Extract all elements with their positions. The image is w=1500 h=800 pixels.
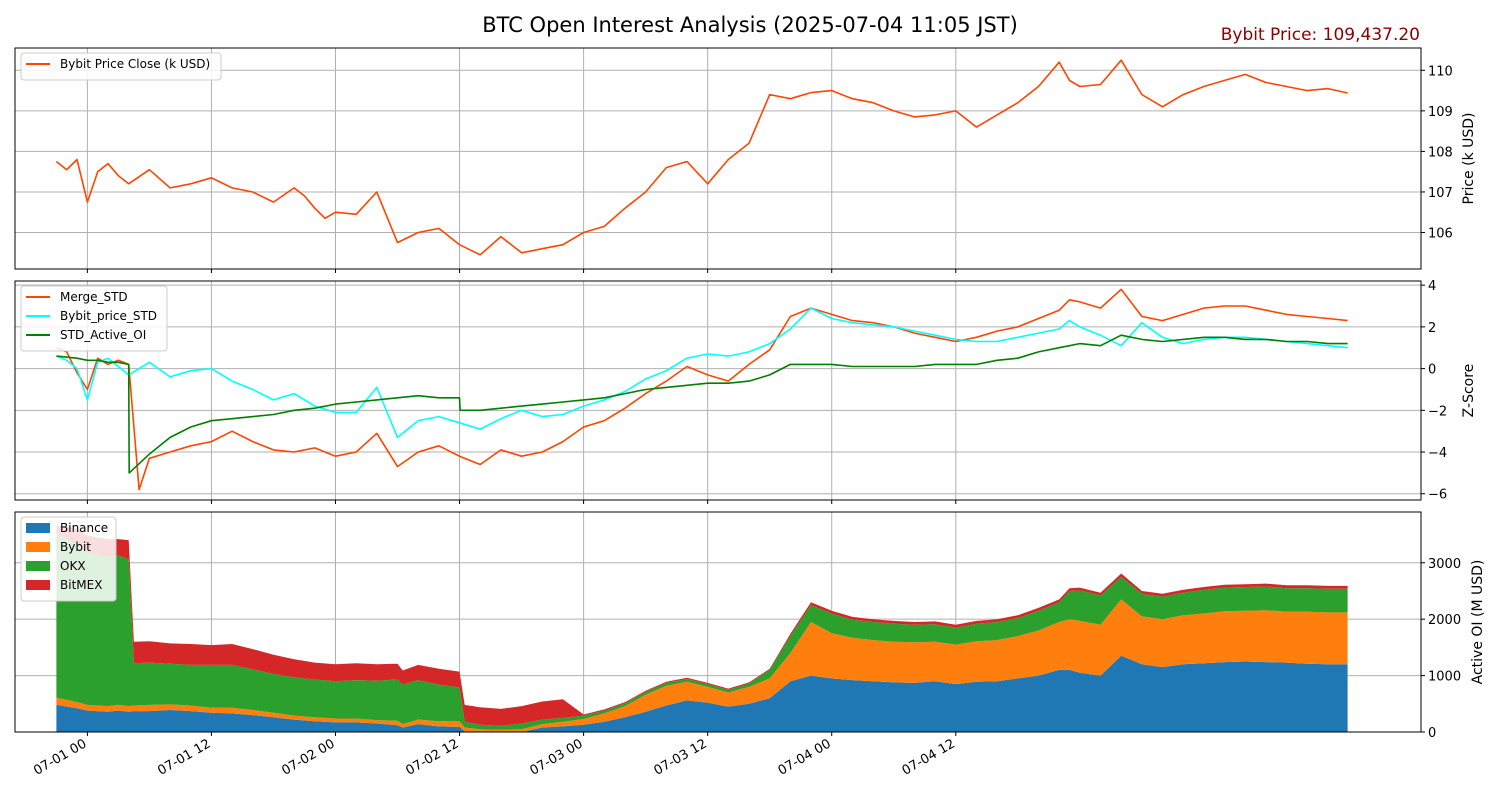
line-std-active-oi [56,334,1348,474]
legend-swatch [26,523,50,533]
x-tick-label: 07-04 00 [776,736,834,778]
y-tick-label: −4 [1428,446,1447,461]
y-tick-label: −6 [1428,488,1447,503]
y-axis-label: Price (k USD) [1461,113,1477,205]
y-tick-label: 4 [1428,279,1436,294]
grid [15,281,1421,500]
grid [15,48,1421,269]
panel-1: 106 107 108 109 110 Price (k USD) Bybit Price … [14,47,1477,273]
x-tick-label: 07-03 12 [652,736,710,778]
legend-label: Bybit Price Close (k USD) [60,57,210,71]
legend-label: OKX [60,559,86,573]
legend-label: Merge_STD [60,290,128,304]
y-tick-label: 2 [1428,321,1436,336]
x-axis-ticks: 07-01 00 07-01 12 07-02 00 07-02 12 07-03 00… [31,736,958,778]
x-tick-label: 07-03 00 [527,736,585,778]
y-tick-label: 108 [1428,145,1453,160]
y-axis-label: Active OI (M USD) [1470,560,1486,685]
area-binance [56,655,1348,732]
y-tick-label: 3000 [1428,557,1461,572]
line-merge-std [56,288,1348,491]
y-tick-label: 0 [1428,363,1436,378]
panel-3: 0 1000 2000 3000 Active OI (M USD) Binance Byb… [14,511,1486,741]
area-okx [56,534,1348,730]
plot-frame [14,47,1422,270]
legend: Bybit Price Close (k USD) [20,52,222,81]
x-tick-label: 07-04 12 [900,736,958,778]
y-axis-label: Z-Score [1461,364,1477,418]
legend-label: Bybit [60,540,91,554]
legend-swatch [26,561,50,571]
y-tick-label: 110 [1428,64,1453,79]
y-tick-label: 107 [1428,186,1453,201]
y-tick-label: 109 [1428,105,1453,120]
line-bybit-price-close-k-usd- [55,59,1348,256]
legend: Merge_STD Bybit_price_STD STD_Active_OI [20,285,168,352]
legend-label: Bybit_price_STD [60,309,157,323]
area-bitmex [56,525,1348,726]
y-tick-label: 106 [1428,227,1453,242]
legend-label: Binance [60,521,108,535]
legend-box [20,52,222,81]
legend-label: STD_Active_OI [60,328,146,342]
chart-panels: 106 107 108 109 110 Price (k USD) Bybit Price … [14,47,1486,741]
legend: Binance Bybit OKX BitMEX [20,516,117,602]
plot-frame [14,511,1422,733]
line-bybit-price-std [56,307,1348,439]
legend-box [20,285,168,352]
legend-swatch [26,580,50,590]
panel-2: −6 −4 −2 0 2 4 Z-Score Merge_STD Bybit_price_STD… [14,279,1477,504]
x-tick-label: 07-02 00 [279,736,337,778]
x-tick-label: 07-01 00 [31,736,89,778]
legend-label: BitMEX [60,578,102,592]
figure-title: BTC Open Interest Analysis (2025-07-04 1… [482,13,1018,37]
y-tick-label: 0 [1428,726,1436,741]
x-tick-label: 07-02 12 [403,736,461,778]
y-tick-label: −2 [1428,404,1447,419]
y-tick-label: 1000 [1428,670,1461,685]
y-tick-label: 2000 [1428,613,1461,628]
bybit-price-note: Bybit Price: 109,437.20 [1221,25,1420,45]
x-tick-label: 07-01 12 [155,736,213,778]
area-bybit [56,599,1348,732]
legend-swatch [26,542,50,552]
plot-frame [14,280,1422,501]
